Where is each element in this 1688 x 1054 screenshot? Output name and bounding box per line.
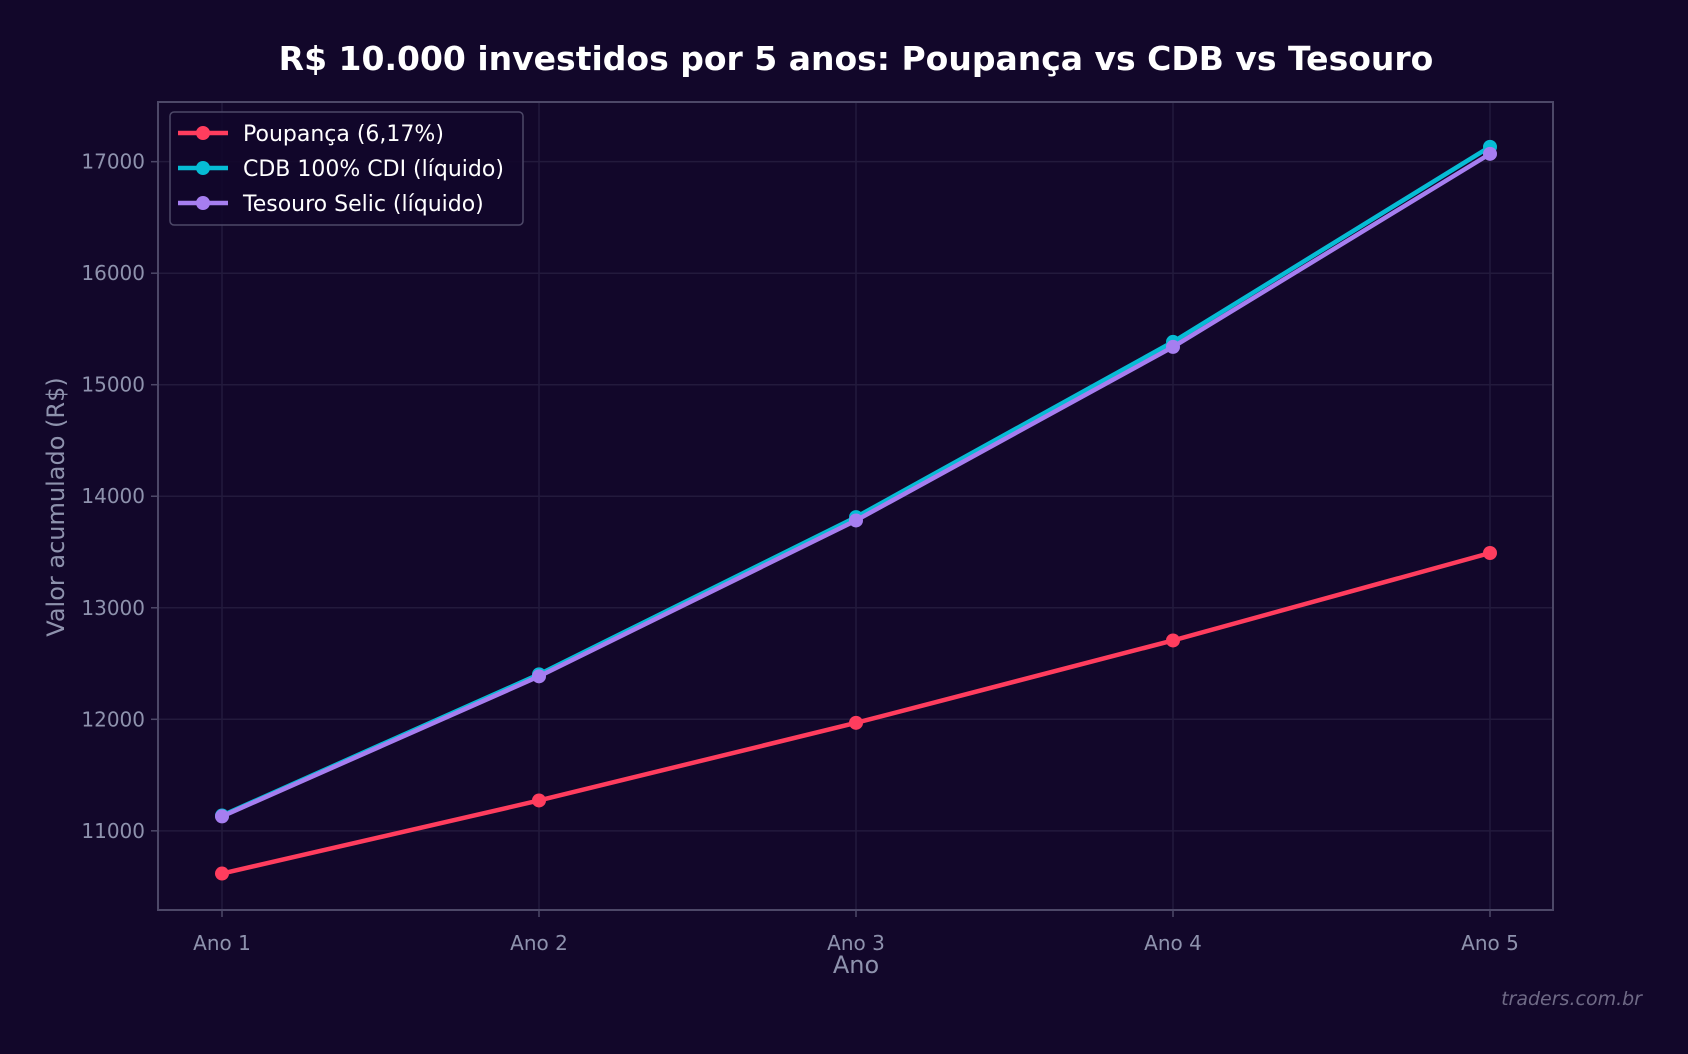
y-axis-label: Valor acumulado (R$) [42, 377, 70, 636]
y-axis-ticks: 11000 12000 13000 14000 15000 16000 17000 [81, 150, 158, 843]
data-point-marker [1166, 339, 1180, 354]
legend-label: Tesouro Selic (líquido) [242, 192, 484, 217]
legend-marker-icon [196, 126, 210, 140]
legend-marker-icon [196, 196, 210, 210]
legend-box [169, 111, 524, 226]
legend-label: Poupança (6,17%) [243, 122, 444, 147]
data-point-marker [1483, 546, 1497, 561]
data-point-marker [1483, 146, 1497, 161]
legend-item: CDB 100% CDI (líquido) [178, 157, 504, 182]
y-tick-label: 14000 [81, 484, 145, 508]
data-point-marker [215, 866, 229, 881]
data-point-marker [849, 513, 863, 528]
y-tick-label: 12000 [81, 707, 145, 731]
legend: Poupança (6,17%) CDB 100% CDI (líquido) Te… [169, 111, 524, 226]
legend-label: CDB 100% CDI (líquido) [243, 157, 504, 182]
data-series [215, 139, 1497, 881]
data-point-marker [215, 809, 229, 824]
x-tick-label: Ano 3 [827, 931, 885, 955]
x-tick-label: Ano 4 [1144, 931, 1202, 955]
legend-item: Tesouro Selic (líquido) [178, 192, 484, 217]
data-point-marker [532, 793, 546, 808]
x-axis-ticks: Ano 1 Ano 2 Ano 3 Ano 4 Ano 5 [193, 910, 1519, 955]
chart-title: R$ 10.000 investidos por 5 anos: Poupanç… [279, 39, 1434, 78]
x-axis-label: Ano [833, 951, 879, 979]
y-tick-label: 16000 [81, 261, 145, 285]
y-tick-label: 13000 [81, 596, 145, 620]
data-point-marker [1166, 633, 1180, 648]
y-tick-label: 17000 [81, 150, 145, 174]
series-0 [215, 546, 1497, 881]
series-2 [215, 146, 1497, 824]
y-tick-label: 11000 [81, 819, 145, 843]
y-tick-label: 15000 [81, 373, 145, 397]
x-tick-label: Ano 1 [193, 931, 251, 955]
data-point-marker [849, 715, 863, 730]
x-tick-label: Ano 2 [510, 931, 568, 955]
legend-item: Poupança (6,17%) [178, 122, 444, 147]
data-point-marker [532, 669, 546, 684]
watermark: traders.com.br [1501, 988, 1643, 1010]
legend-marker-icon [196, 161, 210, 175]
x-tick-label: Ano 5 [1461, 931, 1519, 955]
